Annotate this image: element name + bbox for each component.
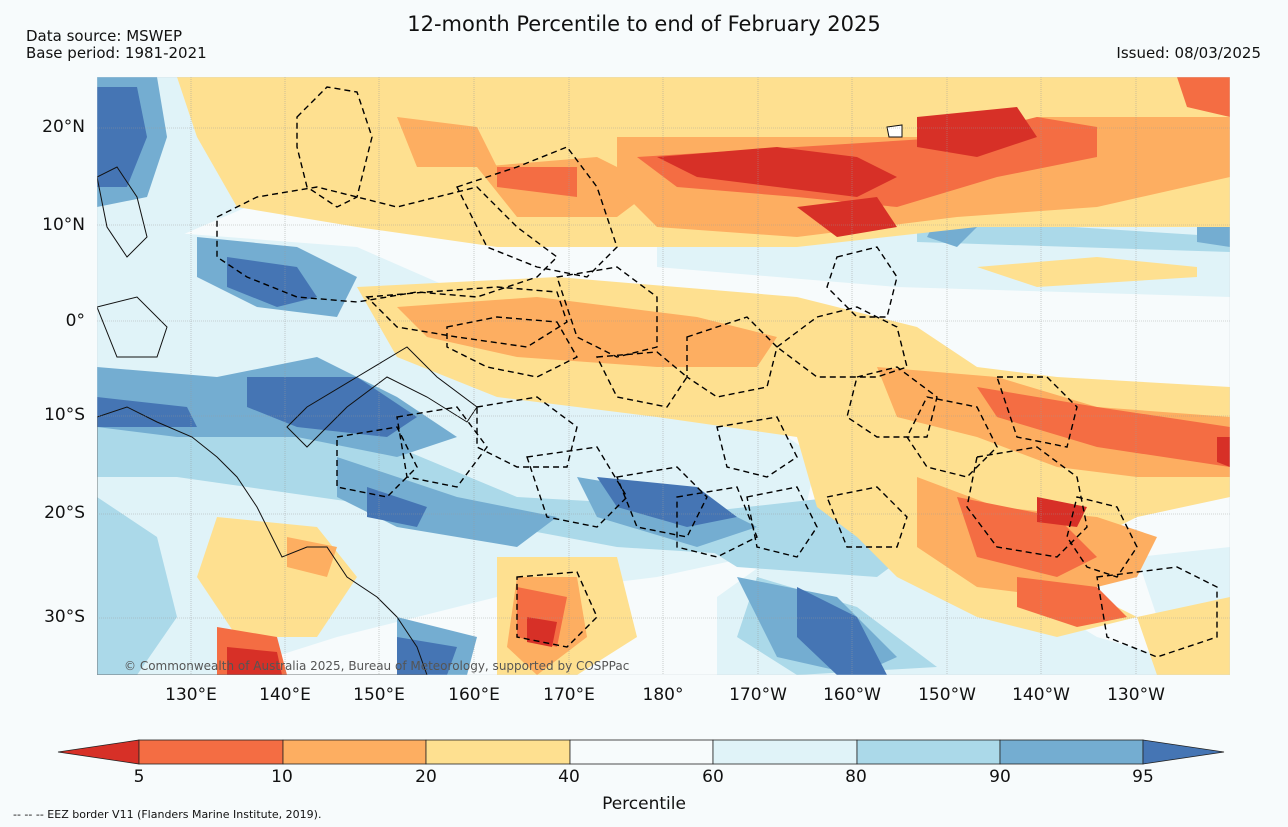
lat-label-20s: 20°S [44, 503, 85, 523]
lon-label-130e: 130°E [165, 685, 217, 705]
colorbar-tick-5: 5 [133, 767, 145, 787]
colorbar [57, 739, 1225, 765]
lat-label-10n: 10°N [42, 215, 85, 235]
colorbar-tick-95: 95 [1132, 767, 1154, 787]
base-period-text: Base period: 1981-2021 [26, 44, 207, 62]
colorbar-60-80 [712, 739, 858, 765]
colorbar-5-10 [138, 739, 284, 765]
precipitation-percentile-map [97, 77, 1230, 675]
lat-label-30s: 30°S [44, 607, 85, 627]
lat-label-10s: 10°S [44, 405, 85, 425]
colorbar-tick-10: 10 [271, 767, 293, 787]
copyright-text: © Commonwealth of Australia 2025, Bureau… [124, 659, 630, 673]
lon-label-150e: 150°E [353, 685, 405, 705]
colorbar-gt95-triangle [1142, 739, 1225, 765]
colorbar-tick-20: 20 [415, 767, 437, 787]
colorbar-tick-40: 40 [558, 767, 580, 787]
data-source-text: Data source: MSWEP [26, 27, 183, 45]
lon-label-140e: 140°E [259, 685, 311, 705]
lon-label-160w: 160°W [823, 685, 881, 705]
lon-label-180: 180° [642, 685, 684, 705]
map-title: 12-month Percentile to end of February 2… [407, 12, 881, 36]
lon-label-140w: 140°W [1012, 685, 1070, 705]
lat-label-equator: 0° [65, 311, 85, 331]
colorbar-90-95 [999, 739, 1144, 765]
lon-label-160e: 160°E [448, 685, 500, 705]
lon-label-150w: 150°W [918, 685, 976, 705]
lon-label-170w: 170°W [729, 685, 787, 705]
colorbar-tick-80: 80 [845, 767, 867, 787]
eez-border-note: -- -- -- EEZ border V11 (Flanders Marine… [13, 808, 322, 821]
lon-label-170e: 170°E [543, 685, 595, 705]
colorbar-40-60 [569, 739, 714, 765]
colorbar-lt5-triangle [57, 739, 140, 765]
colorbar-10-20 [282, 739, 427, 765]
colorbar-20-40 [425, 739, 571, 765]
colorbar-label: Percentile [602, 794, 686, 814]
colorbar-80-90 [856, 739, 1001, 765]
issued-date-text: Issued: 08/03/2025 [1116, 44, 1261, 62]
lon-label-130w: 130°W [1107, 685, 1165, 705]
lat-label-20n: 20°N [42, 117, 85, 137]
colorbar-tick-90: 90 [989, 767, 1011, 787]
colorbar-tick-60: 60 [702, 767, 724, 787]
